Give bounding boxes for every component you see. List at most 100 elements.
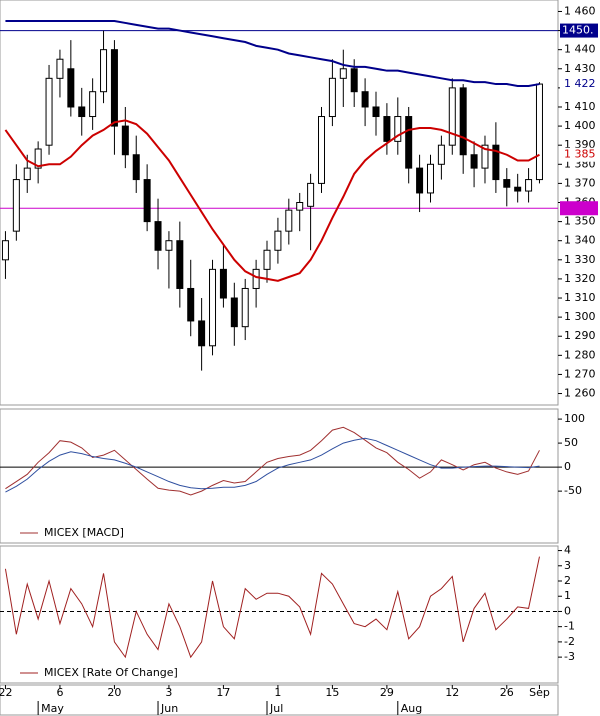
y-tick-label: 0	[564, 604, 571, 617]
candle-body	[67, 68, 75, 108]
candle-body	[209, 268, 217, 347]
y-tick-label: 0	[564, 460, 571, 473]
x-tick-label: Sep	[529, 686, 550, 699]
candle-body	[350, 68, 358, 93]
y-tick-label: 1 430	[564, 62, 596, 75]
x-tick-label: 6	[56, 686, 63, 699]
y-tick-label: 1 310	[564, 291, 596, 304]
reference-tag	[560, 23, 598, 38]
y-tick-label: 3	[564, 559, 571, 572]
candle-body	[481, 144, 489, 169]
y-tick-label: 1 290	[564, 329, 596, 342]
y-tick-label: 1 280	[564, 348, 596, 361]
candle-body	[525, 179, 533, 192]
candle-body	[219, 268, 227, 299]
candle-body	[176, 240, 184, 289]
candle-body	[89, 91, 97, 118]
x-tick-label: 26	[500, 686, 514, 699]
candle-body	[459, 87, 467, 156]
candle-body	[230, 297, 238, 328]
y-tick-label: 1 350	[564, 215, 596, 228]
end-tag	[560, 77, 598, 92]
candle-body	[252, 268, 260, 289]
y-tick-label: -50	[564, 484, 582, 497]
y-tick-label: -2	[564, 635, 575, 648]
candle-body	[318, 116, 326, 184]
y-tick-label: 1 340	[564, 234, 596, 247]
candle-body	[121, 125, 129, 156]
candle-body	[448, 87, 456, 146]
candle-body	[263, 249, 271, 270]
series-line	[5, 20, 540, 87]
reference-label: 1450.	[562, 24, 594, 37]
candle-body	[132, 154, 140, 181]
y-tick-label: 50	[564, 436, 578, 449]
series-line	[5, 437, 540, 493]
y-tick-label: 1	[564, 589, 571, 602]
candle-body	[394, 116, 402, 142]
y-tick-label: 1 300	[564, 310, 596, 323]
y-tick-label: 1 460	[564, 4, 596, 17]
series-line	[4, 556, 540, 659]
y-tick-label: 1 410	[564, 100, 596, 113]
candle-body	[198, 320, 206, 347]
price-panel	[0, 0, 559, 406]
candle-body	[56, 58, 64, 79]
x-tick-label: 3	[165, 686, 172, 699]
y-tick-label: 1 400	[564, 119, 596, 132]
end-tag	[560, 147, 598, 162]
candle-body	[372, 106, 380, 118]
candle-body	[274, 230, 282, 251]
candle-body	[503, 179, 511, 188]
candle-body	[154, 221, 162, 251]
x-tick-label: 1	[274, 686, 281, 699]
legend-label: MICEX [Rate Of Change]	[44, 666, 178, 679]
y-tick-label: 2	[564, 574, 571, 587]
x-tick-label: 22	[0, 686, 12, 699]
series-line	[4, 119, 540, 282]
y-tick-label: -1	[564, 620, 575, 633]
month-label: Jun	[160, 702, 178, 715]
roc-panel	[0, 545, 559, 684]
candle-body	[1, 240, 9, 261]
y-tick-label: 1 440	[564, 43, 596, 56]
candle-body	[296, 202, 304, 211]
candle-body	[339, 68, 347, 79]
reference-tag	[560, 201, 598, 216]
candle-body	[405, 116, 413, 169]
candle-body	[361, 91, 369, 108]
x-tick-label: 20	[107, 686, 121, 699]
candle-body	[78, 106, 86, 118]
y-tick-label: 1 270	[564, 367, 596, 380]
y-tick-label: 1 370	[564, 176, 596, 189]
candle-body	[383, 116, 391, 142]
candle-body	[426, 163, 434, 194]
month-label: Jul	[269, 702, 283, 715]
candle-body	[12, 179, 20, 232]
candle-body	[514, 186, 522, 192]
legend-label: MICEX [MACD]	[44, 526, 124, 539]
x-tick-label: 15	[325, 686, 339, 699]
candle-body	[34, 148, 42, 169]
candle-body	[307, 182, 315, 207]
x-tick-label: 29	[380, 686, 394, 699]
end-label: 1 422	[564, 77, 596, 90]
month-label: Aug	[401, 702, 422, 715]
candle-body	[100, 49, 108, 93]
y-tick-label: 4	[564, 544, 571, 557]
candle-body	[470, 154, 478, 169]
x-tick-label: 12	[445, 686, 459, 699]
candle-body	[437, 144, 445, 165]
candle-body	[285, 209, 293, 232]
y-tick-label: 1 260	[564, 387, 596, 400]
y-tick-label: 1 320	[564, 272, 596, 285]
candle-body	[241, 287, 249, 328]
candle-body	[416, 167, 424, 194]
y-tick-label: -3	[564, 650, 575, 663]
candle-body	[187, 287, 195, 322]
candle-body	[328, 77, 336, 118]
macd-panel	[0, 408, 559, 544]
candle-body	[143, 179, 151, 223]
candle-body	[23, 167, 31, 181]
y-tick-label: 1 330	[564, 253, 596, 266]
